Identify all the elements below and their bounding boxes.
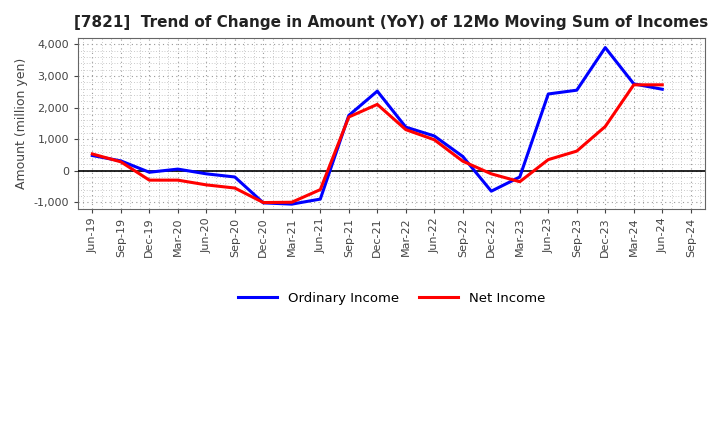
Ordinary Income [316,196,325,202]
Y-axis label: Amount (million yen): Amount (million yen) [15,58,28,189]
Ordinary Income [174,166,182,172]
Net Income [658,82,667,88]
Net Income [402,127,410,132]
Net Income [629,82,638,88]
Ordinary Income [230,174,239,180]
Ordinary Income [373,88,382,94]
Net Income [259,200,268,205]
Ordinary Income [145,169,153,175]
Ordinary Income [259,200,268,205]
Ordinary Income [117,158,125,164]
Ordinary Income [629,81,638,87]
Net Income [202,182,211,187]
Title: [7821]  Trend of Change in Amount (YoY) of 12Mo Moving Sum of Incomes: [7821] Trend of Change in Amount (YoY) o… [74,15,708,30]
Ordinary Income [544,92,552,97]
Net Income [174,177,182,183]
Ordinary Income [516,174,524,180]
Net Income [572,148,581,154]
Net Income [459,158,467,164]
Ordinary Income [88,153,96,158]
Net Income [516,179,524,184]
Net Income [344,114,353,120]
Line: Net Income: Net Income [92,85,662,202]
Net Income [601,124,610,129]
Ordinary Income [430,133,438,139]
Net Income [117,159,125,165]
Ordinary Income [344,113,353,118]
Legend: Ordinary Income, Net Income: Ordinary Income, Net Income [233,287,551,310]
Net Income [230,185,239,191]
Ordinary Income [287,202,296,207]
Net Income [88,151,96,157]
Net Income [287,200,296,205]
Ordinary Income [459,154,467,159]
Ordinary Income [572,88,581,93]
Net Income [430,137,438,143]
Ordinary Income [487,189,495,194]
Net Income [373,102,382,107]
Ordinary Income [658,87,667,92]
Net Income [487,171,495,176]
Ordinary Income [402,125,410,130]
Net Income [145,177,153,183]
Ordinary Income [601,45,610,50]
Line: Ordinary Income: Ordinary Income [92,48,662,204]
Net Income [544,157,552,162]
Net Income [316,187,325,192]
Ordinary Income [202,171,211,176]
